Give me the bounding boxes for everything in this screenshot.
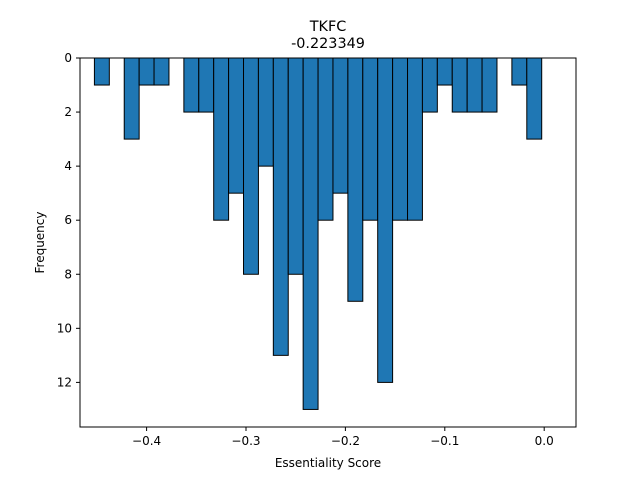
histogram-bar-19: [407, 57, 423, 221]
x-axis-label: Essentiality Score: [275, 456, 381, 470]
histogram-bar-14: [332, 57, 349, 194]
y-axis-ticks: 0 2 4 6 8 10 12: [57, 51, 80, 389]
x-tick-label: −0.3: [231, 434, 260, 448]
plot-frame: [79, 57, 577, 428]
histogram-bar-15: [347, 57, 364, 302]
y-tick-label: 8: [64, 267, 72, 281]
histogram-bar-17: [377, 57, 394, 383]
histogram-bar-0: [93, 57, 110, 86]
histogram-bar-13: [317, 57, 334, 221]
x-tick-label: −0.1: [430, 434, 459, 448]
histogram-bar-23: [466, 57, 483, 113]
y-axis-label: Frequency: [33, 212, 47, 274]
y-tick-label: 0: [64, 51, 72, 65]
histogram-bar-12: [302, 57, 319, 410]
histogram-bar-1: [123, 57, 140, 140]
histogram-bar-22: [451, 57, 468, 113]
histogram-bar-16: [362, 57, 379, 221]
histogram-bar-2: [138, 57, 155, 86]
histogram-bar-21: [436, 57, 453, 86]
bars-group: [93, 57, 543, 410]
histogram-bar-5: [198, 57, 215, 113]
y-tick-label: 10: [57, 321, 72, 335]
histogram-bar-10: [272, 57, 289, 356]
histogram-bar-6: [213, 57, 230, 221]
histogram-bar-25: [511, 57, 528, 86]
histogram-bar-20: [421, 57, 438, 113]
histogram-bar-7: [228, 57, 245, 194]
y-tick-label: 2: [64, 105, 72, 119]
histogram-bar-18: [392, 57, 409, 221]
histogram-bar-4: [183, 57, 200, 113]
histogram-bar-8: [243, 57, 259, 275]
histogram-bar-11: [287, 57, 304, 275]
y-tick-label: 4: [64, 159, 72, 173]
histogram-bar-24: [481, 57, 498, 113]
histogram-bar-26: [526, 57, 543, 140]
x-tick-label: −0.4: [132, 434, 161, 448]
chart-subtitle: -0.223349: [291, 36, 365, 52]
chart-title: TKFC: [309, 19, 347, 35]
x-axis-ticks: −0.4 −0.3 −0.2 −0.1 0.0: [132, 427, 554, 448]
x-tick-label: 0.0: [535, 434, 554, 448]
y-tick-label: 6: [64, 213, 72, 227]
x-tick-label: −0.2: [331, 434, 360, 448]
y-tick-label: 12: [57, 375, 72, 389]
histogram-bar-9: [257, 57, 274, 167]
histogram-bar-3: [153, 57, 170, 86]
